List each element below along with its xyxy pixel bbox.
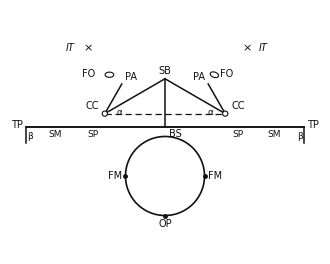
Text: α: α — [208, 108, 214, 117]
Text: PA: PA — [193, 72, 205, 82]
Text: SM: SM — [268, 130, 281, 139]
Text: ×: × — [83, 43, 93, 53]
Text: ×: × — [242, 43, 251, 53]
Text: β: β — [27, 132, 33, 141]
Text: TP: TP — [11, 120, 23, 130]
Text: FM: FM — [108, 171, 122, 181]
Text: BS: BS — [169, 129, 182, 139]
Text: CC: CC — [85, 101, 99, 111]
Text: OP: OP — [158, 219, 172, 229]
Circle shape — [102, 111, 108, 116]
Text: FM: FM — [208, 171, 222, 181]
Text: CC: CC — [231, 101, 245, 111]
Text: SB: SB — [158, 66, 172, 76]
Text: SP: SP — [87, 130, 98, 139]
Text: FO: FO — [220, 68, 233, 78]
Text: PA: PA — [125, 72, 137, 82]
Circle shape — [222, 111, 228, 116]
Text: FO: FO — [82, 68, 96, 78]
Text: α: α — [116, 108, 122, 117]
Text: SP: SP — [232, 130, 243, 139]
Text: SM: SM — [49, 130, 62, 139]
Text: TP: TP — [307, 120, 319, 130]
Text: IT: IT — [66, 43, 75, 53]
Text: β: β — [297, 132, 303, 141]
Text: IT: IT — [258, 43, 267, 53]
